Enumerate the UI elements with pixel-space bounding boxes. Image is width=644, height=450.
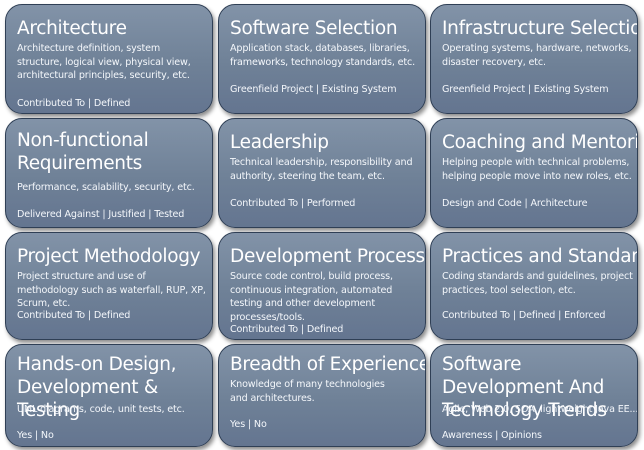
card-software-selection: Software Selection Application stack, da… xyxy=(218,4,426,114)
card-description: Knowledge of many technologies and archi… xyxy=(230,379,385,404)
card-title: Breadth of Experience xyxy=(230,354,426,375)
card-title: Software Selection xyxy=(230,18,398,39)
card-breadth-of-experience: Breadth of Experience Knowledge of many … xyxy=(218,344,426,447)
card-description: Application stack, databases, libraries,… xyxy=(230,43,416,68)
card-tags: Greenfield Project | Existing System xyxy=(230,84,397,95)
card-title: Coaching and Mentoring xyxy=(442,132,637,153)
card-non-functional-requirements: Non-functional Requirements Performance,… xyxy=(5,118,213,228)
card-practices-and-standards: Practices and Standards Coding standards… xyxy=(430,232,638,340)
card-description: Technical leadership, responsibility and… xyxy=(230,157,413,182)
card-tags: Yes | No xyxy=(230,419,267,430)
card-tags: Contributed To | Defined xyxy=(230,324,344,335)
card-title: Architecture xyxy=(17,18,127,39)
card-software-development-trends: Software Development And Technology Tren… xyxy=(430,344,638,447)
card-title: Non-functional Requirements xyxy=(17,130,149,174)
card-description: Performance, scalability, security, etc. xyxy=(17,182,195,193)
card-leadership: Leadership Technical leadership, respons… xyxy=(218,118,426,228)
card-tags: Delivered Against | Justified | Tested xyxy=(17,209,185,220)
card-description: UML diagrams, code, unit tests, etc. xyxy=(17,404,185,415)
card-tags: Greenfield Project | Existing System xyxy=(442,84,609,95)
card-description: Source code control, build process, cont… xyxy=(230,271,393,323)
card-tags: Contributed To | Defined xyxy=(17,310,131,321)
card-tags: Contributed To | Defined | Enforced xyxy=(442,310,606,321)
card-development-processes: Development Processes Source code contro… xyxy=(218,232,426,340)
card-title: Practices and Standards xyxy=(442,246,638,267)
card-architecture: Architecture Architecture definition, sy… xyxy=(5,4,213,114)
card-description: Coding standards and guidelines, project… xyxy=(442,271,633,296)
card-description: Agile, Web 2.0, SOA, lightweight Java EE… xyxy=(442,404,638,415)
card-tags: Contributed To | Defined xyxy=(17,98,131,109)
card-description: Helping people with technical problems, … xyxy=(442,157,632,182)
card-tags: Contributed To | Performed xyxy=(230,198,356,209)
card-coaching-and-mentoring: Coaching and Mentoring Helping people wi… xyxy=(430,118,638,228)
card-title: Hands-on Design, Development & Testing xyxy=(17,354,177,421)
card-project-methodology: Project Methodology Project structure an… xyxy=(5,232,213,340)
card-title: Software Development And Technology Tren… xyxy=(442,354,607,421)
card-title: Project Methodology xyxy=(17,246,201,267)
card-title: Infrastructure Selection xyxy=(442,18,638,39)
card-description: Operating systems, hardware, networks, d… xyxy=(442,43,632,68)
card-tags: Design and Code | Architecture xyxy=(442,198,588,209)
card-infrastructure-selection: Infrastructure Selection Operating syste… xyxy=(430,4,638,114)
card-description: Architecture definition, system structur… xyxy=(17,43,191,81)
card-hands-on-design: Hands-on Design, Development & Testing U… xyxy=(5,344,213,447)
card-title: Leadership xyxy=(230,132,329,153)
card-description: Project structure and use of methodology… xyxy=(17,271,206,309)
card-tags: Yes | No xyxy=(17,430,54,441)
card-title: Development Processes xyxy=(230,246,426,267)
card-tags: Awareness | Opinions xyxy=(442,430,542,441)
